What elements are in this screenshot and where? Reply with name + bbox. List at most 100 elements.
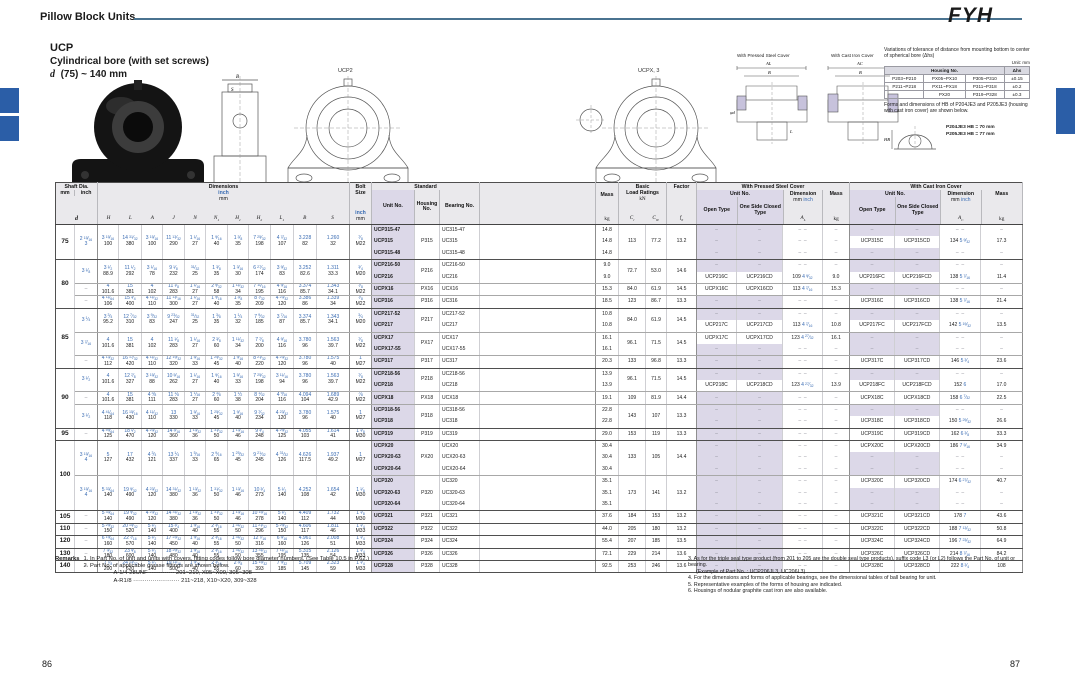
dim-cell: 411⁄64 106: [97, 295, 119, 309]
cover-dim-cell: 123 427⁄32: [782, 380, 823, 393]
mass-cell: 92.5: [595, 560, 619, 574]
shaft-inch-cell: –: [74, 355, 98, 369]
c0r-cell: 71.5: [645, 332, 667, 357]
dim-cell: 17 432: [118, 440, 142, 477]
dim-cell: 81⁄32 204: [248, 391, 271, 405]
bearing-no-cell: UCX17: [439, 332, 480, 344]
dim-cell: 79⁄32 185: [248, 308, 271, 333]
table-row: 31⁄2 441⁄64 118 1615⁄16 430 411⁄32 110 13 330 15⁄…: [56, 404, 1023, 429]
dim-cell: 4 102: [141, 283, 163, 297]
dim-cell: 4.094 104: [293, 391, 317, 405]
dim-cell: 1.575 40: [316, 355, 350, 369]
edge-tab-right: [1056, 88, 1075, 134]
shaft-mm-cell: 105: [55, 510, 75, 524]
cover-dim-cell: 196 723⁄32: [939, 535, 981, 549]
shaft-mm-cell: 95: [55, 428, 75, 442]
dim-cell: 127⁄16 316: [248, 535, 271, 549]
shaft-inch-cell: –: [74, 428, 98, 442]
table-cell: [479, 355, 596, 369]
table-cell: –: [822, 440, 850, 453]
table-cell: –: [696, 440, 737, 453]
cover-closed-cell: UCP324CD: [894, 535, 940, 549]
mass-cell: 30.4: [595, 440, 619, 453]
dim-cell: 13⁄8 35: [205, 259, 228, 284]
table-cell: – –: [782, 259, 823, 272]
table-cell: –: [736, 343, 783, 357]
bolt-size-cell: 7⁄8 M22: [349, 295, 372, 309]
dim-cell: 441⁄64 118: [97, 404, 119, 429]
dim-cell: 131⁄32 50: [205, 510, 228, 524]
dim-cell: 19⁄16 40: [205, 368, 228, 393]
cr-cell: 84.0: [618, 283, 646, 297]
table-cell: – –: [939, 308, 981, 321]
cr-cell: 133: [618, 355, 646, 369]
dim-cell: 127⁄8 327: [118, 368, 142, 393]
table-cell: [479, 535, 596, 549]
cover-open-cell: UCP326C: [849, 548, 895, 561]
dim-cell: 113⁄16 46: [227, 475, 249, 512]
page-title: Pillow Block Units: [40, 11, 136, 23]
table-row: 100 315⁄16 4 5 127 17 432 43⁄4 121 131⁄4 337 15⁄16 3…: [55, 440, 1023, 512]
table-cell: –: [822, 391, 850, 405]
cover-open-cell: UCPX20C: [849, 440, 895, 453]
unit-no-cell: UCP326: [371, 548, 415, 561]
dim-cell: 15 381: [118, 283, 142, 297]
shaft-mm-cell: 85: [55, 308, 75, 369]
dim-cell: 19⁄16 40: [227, 355, 249, 369]
unit-no-cell: UCP216-50: [371, 259, 415, 272]
table-cell: [479, 560, 596, 574]
bolt-size-cell: 11⁄4 M33: [349, 523, 372, 537]
dim-cell: 533⁄64 140: [97, 510, 119, 524]
dim-cell: 15 381: [118, 391, 142, 405]
dim-cell: 19⁄16 40: [205, 224, 228, 261]
table-cell: –: [822, 295, 850, 309]
c0r-cell: 107: [645, 404, 667, 429]
dim-cell: 77⁄8 200: [248, 332, 271, 357]
dim-label-phid: φd: [730, 110, 735, 115]
cover-mass-cell: 64.9: [980, 535, 1023, 549]
dim-cell: 2413⁄32 620: [118, 560, 142, 574]
unit-no-cell: UCP322: [371, 523, 415, 537]
table-row: 105–533⁄64 140 199⁄32 490 423⁄32 120 1431⁄32 38…: [55, 510, 1023, 524]
dim-cell: 3.780 96: [293, 355, 317, 369]
table-cell: –: [696, 259, 737, 272]
bolt-size-cell: 1 M27: [349, 440, 372, 477]
dim-cell: 4.409 112: [293, 510, 317, 524]
table-cell: –: [696, 236, 737, 248]
cover-dim-cell: 162 63⁄8: [939, 428, 981, 442]
mass-cell: 14.8: [595, 247, 619, 261]
table-cell: [479, 428, 596, 442]
dim-cell: 2.323 59: [316, 560, 350, 574]
label-ucp2: UCP2: [338, 68, 353, 74]
f0-cell: 13.2: [666, 224, 697, 261]
bearing-no-cell: UC320-64: [439, 498, 480, 512]
dim-cell: 113⁄16 46: [227, 510, 249, 524]
cover-open-cell: UCP318C: [849, 416, 895, 429]
table-row: UCP320-63 UC320-63 35.1– – – – – – – – – –: [56, 487, 1023, 499]
label-cast-cover: With Cast Iron Cover: [831, 53, 874, 58]
table-cell: – –: [782, 498, 823, 512]
dim-cell: 1.343 34.1: [316, 283, 350, 297]
f0-cell: 14.5: [666, 308, 697, 333]
dim-cell: 4.961 126: [293, 535, 317, 549]
dim-cell: 1617⁄32 420: [118, 355, 142, 369]
table-cell: –: [980, 487, 1023, 499]
technical-drawings: B S UCP2 UCPX, 3 With Pressed Steel Cove…: [72, 53, 899, 192]
table-cell: –: [736, 535, 783, 549]
dim-cell: 11⁄16 27: [184, 368, 206, 393]
unit-no-cell: UCP317: [371, 355, 415, 369]
table-cell: [479, 440, 596, 477]
cover-open-cell: UCP216FC: [849, 271, 895, 284]
dim-cell: 39⁄32 83: [141, 308, 163, 333]
cover-closed-cell: UCP316CD: [894, 295, 940, 309]
dim-cell: 921⁄32 245: [248, 440, 271, 477]
table-cell: –: [822, 259, 850, 272]
dim-cell: 87⁄32 209: [248, 295, 271, 309]
f0-cell: 13.2: [666, 523, 697, 537]
f0-cell: 13.2: [666, 475, 697, 512]
table-cell: –: [696, 452, 737, 464]
housing-no-cell: P317: [414, 355, 440, 369]
cr-cell: 72.7: [618, 259, 646, 284]
mass-cell: 29.0: [595, 428, 619, 442]
label-ucpx: UCPX, 3: [638, 68, 659, 74]
